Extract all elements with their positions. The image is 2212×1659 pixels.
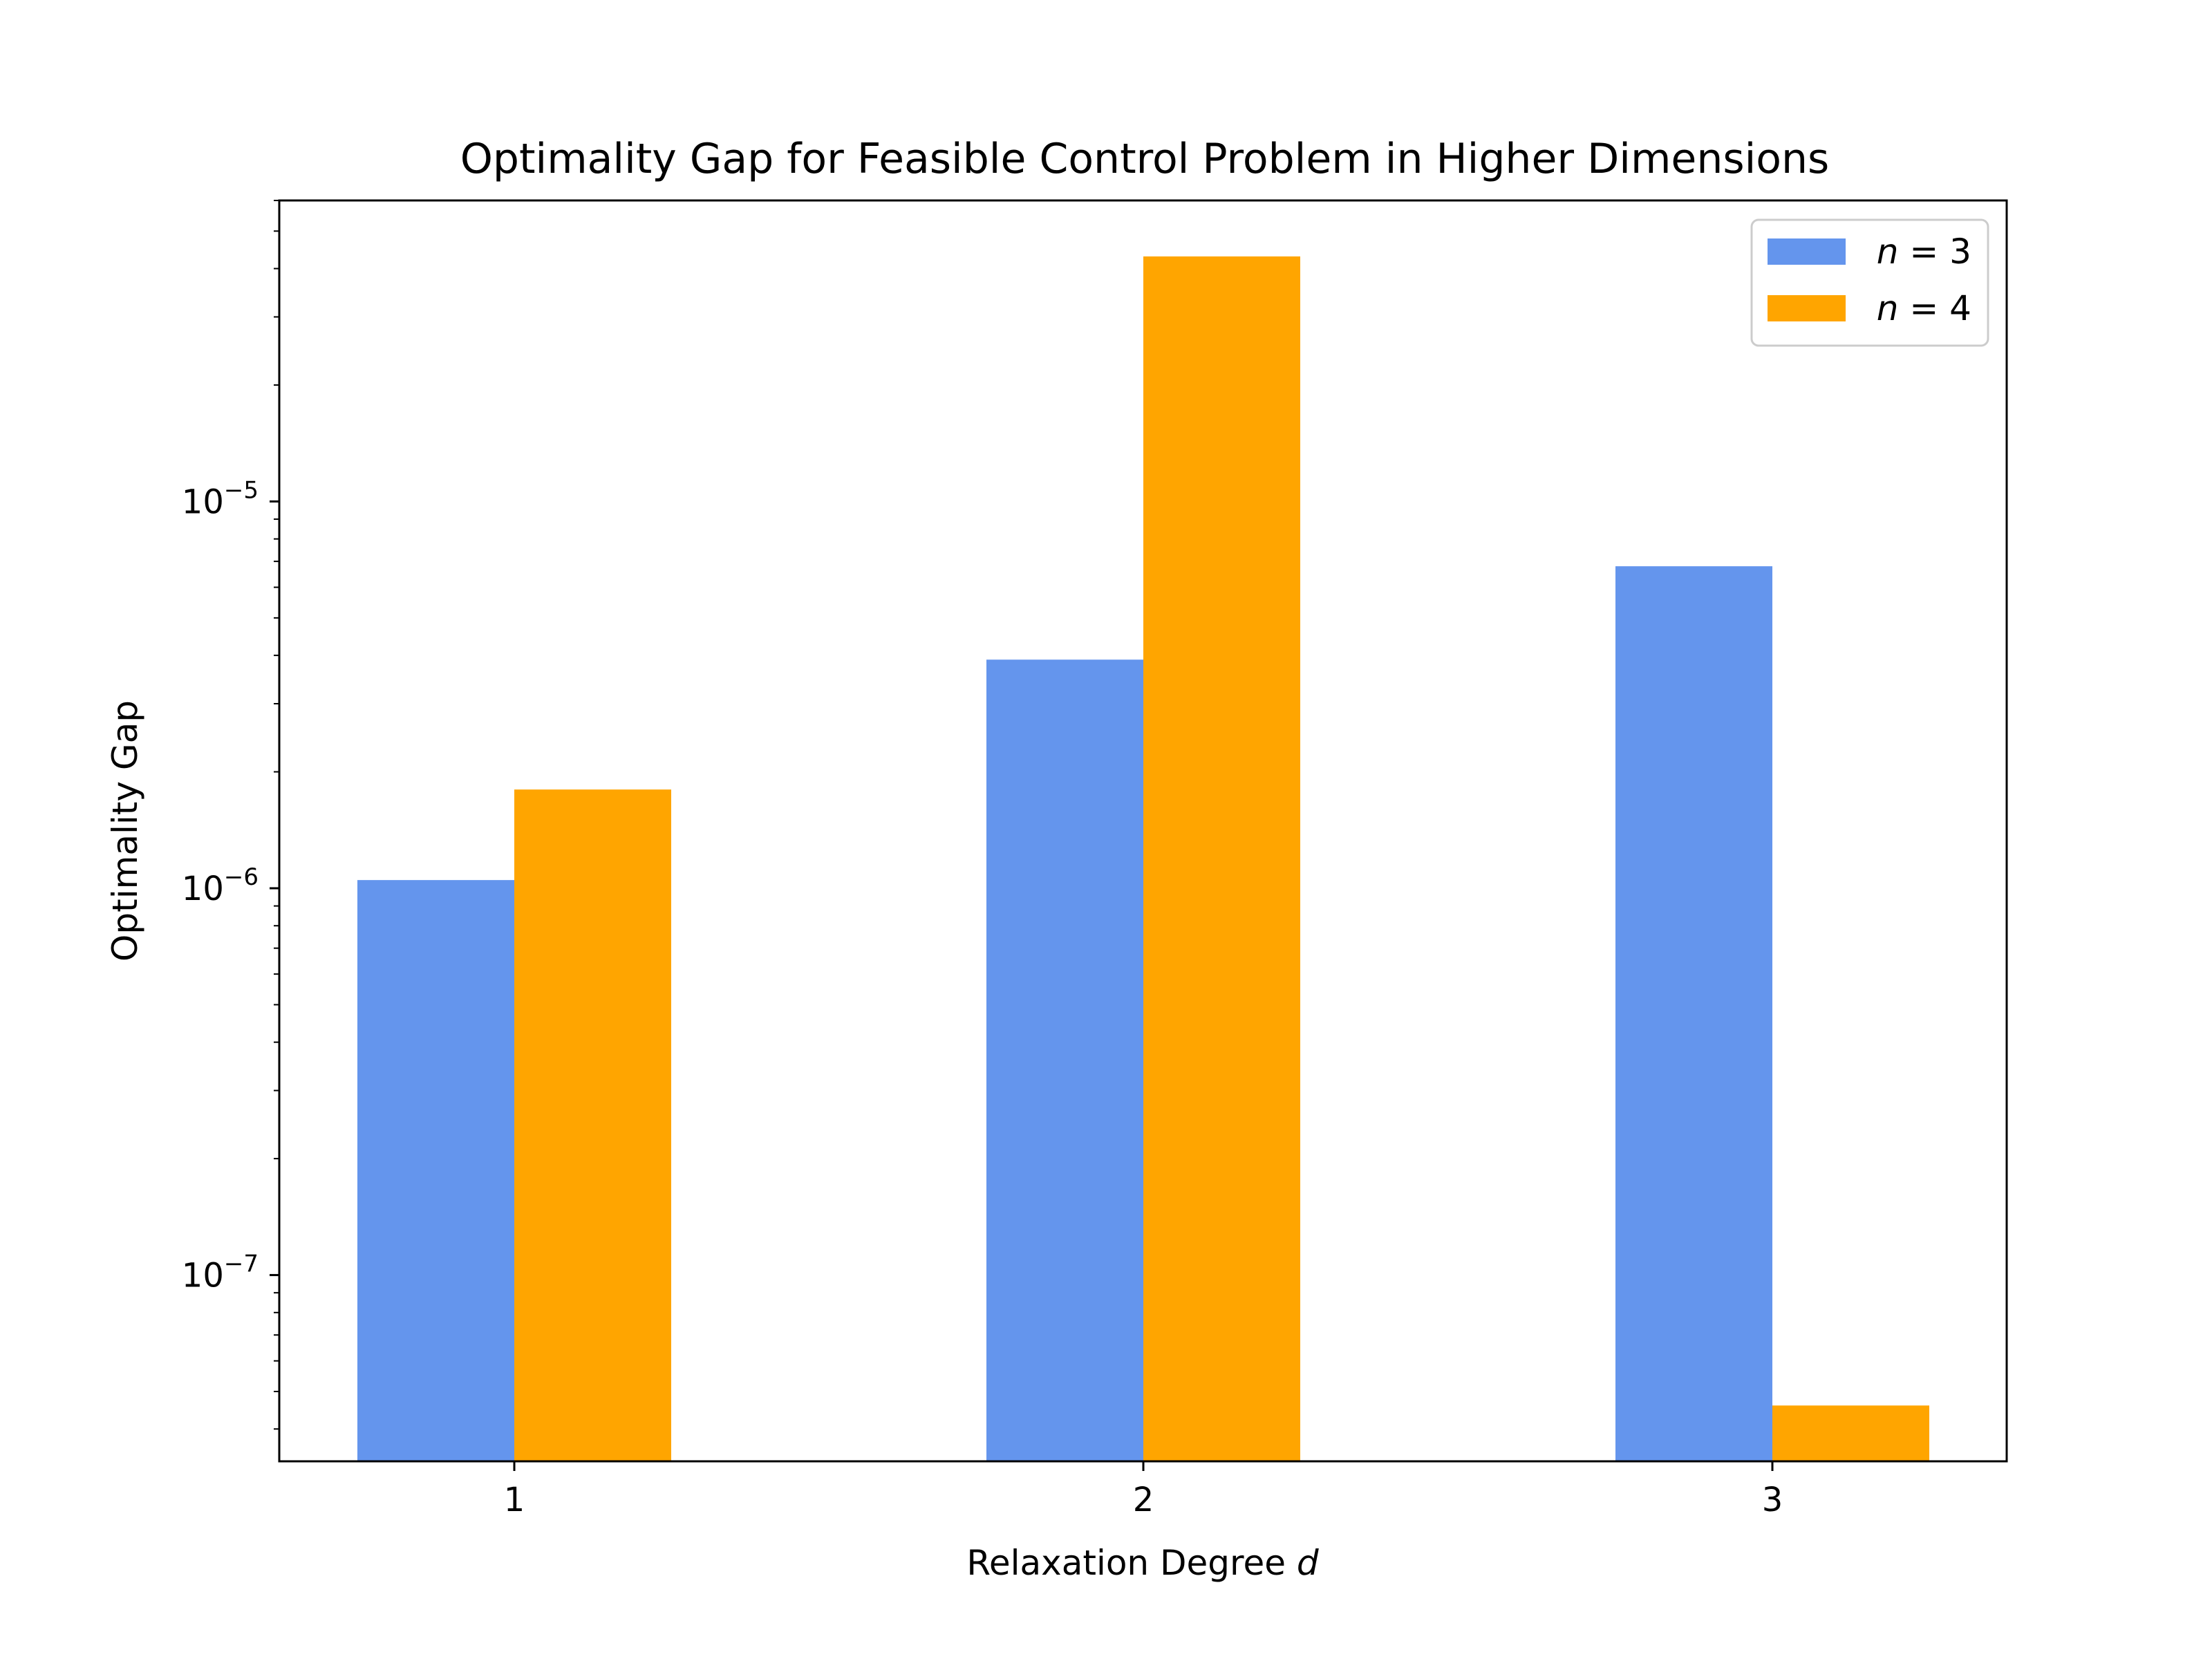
y-tick-base: 10 [182,870,224,908]
bar-n3-d3 [1615,566,1772,1461]
y-tick-label: 10−5 [182,476,259,521]
legend-label-n4-variable: n [1877,288,1899,328]
x-axis: 1 2 3 [504,1461,1783,1519]
legend-label-n4-value: = 4 [1899,288,1972,328]
y-tick-base: 10 [182,482,224,521]
y-tick-exponent: −6 [224,863,259,891]
bar-n3-d2 [986,659,1143,1462]
x-axis-label: Relaxation Degree d [966,1543,1319,1583]
x-tick-label: 1 [504,1481,525,1519]
bar-n3-d1 [357,880,514,1461]
legend: n = 3 n = 4 [1750,218,1989,347]
chart-title: Optimality Gap for Feasible Control Prob… [460,135,1830,183]
bar-n4-d1 [514,789,671,1461]
y-axis: 10−710−610−5 [182,200,279,1430]
x-axis-label-text: Relaxation Degree [966,1543,1297,1583]
bar-n4-d2 [1143,256,1300,1462]
bars-group [357,256,1929,1462]
legend-label-n4: n = 4 [1877,288,1971,328]
bar-n4-d3 [1772,1405,1929,1461]
y-tick-exponent: −7 [224,1250,259,1278]
x-axis-label-variable: d [1297,1543,1319,1583]
legend-label-n3-variable: n [1877,232,1899,272]
y-tick-label: 10−7 [182,1250,259,1295]
legend-swatch-n4 [1768,295,1846,321]
y-tick-exponent: −5 [224,476,259,504]
y-tick-label: 10−6 [182,863,259,908]
x-tick-label: 2 [1133,1481,1154,1519]
y-axis-label: Optimality Gap [105,700,145,962]
y-tick-base: 10 [182,1257,224,1295]
legend-swatch-n3 [1768,238,1846,265]
x-tick-label: 3 [1762,1481,1783,1519]
legend-label-n3-value: = 3 [1899,232,1972,272]
legend-label-n3: n = 3 [1877,232,1971,272]
